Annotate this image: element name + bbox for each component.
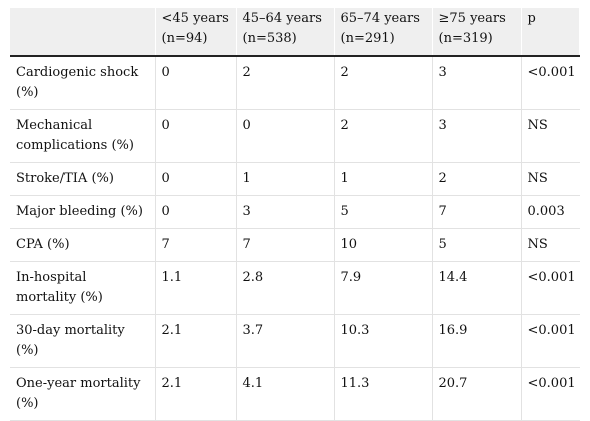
- cell-value: 3: [432, 56, 522, 110]
- table-row: Major bleeding (%) 0 3 5 7 0.003: [10, 195, 580, 229]
- cell-value: 2: [432, 162, 522, 196]
- cell-value: 16.9: [432, 314, 522, 368]
- cell-p-value: NS: [521, 109, 580, 163]
- cell-value: 0: [155, 162, 237, 196]
- cell-value: 11.3: [334, 367, 433, 421]
- cell-p-value: <0.001: [521, 261, 580, 315]
- cell-p-value: NS: [521, 162, 580, 196]
- table-row: Stroke/TIA (%) 0 1 1 2 NS: [10, 162, 580, 196]
- cell-value: 2: [236, 56, 335, 110]
- header-age-group: 45–64 years: [242, 11, 322, 26]
- table-row: CPA (%) 7 7 10 5 NS: [10, 228, 580, 262]
- header-cell-under-45: <45 years (n=94): [155, 8, 237, 57]
- cell-p-value: NS: [521, 228, 580, 262]
- cell-value: 3: [236, 195, 335, 229]
- header-sample-size: (n=319): [438, 31, 493, 46]
- cell-value: 7: [432, 195, 522, 229]
- cell-value: 2.1: [155, 314, 237, 368]
- cell-value: 1: [334, 162, 433, 196]
- table-row: In-hospital mortality (%) 1.1 2.8 7.9 14…: [10, 261, 580, 315]
- header-age-group: ≥75 years: [438, 11, 506, 26]
- row-label: CPA (%): [10, 228, 156, 262]
- row-label: 30-day mortality (%): [10, 314, 156, 368]
- cell-p-value: <0.001: [521, 367, 580, 421]
- cell-value: 10: [334, 228, 433, 262]
- cell-value: 14.4: [432, 261, 522, 315]
- cell-value: 2.1: [155, 367, 237, 421]
- cell-value: 0: [155, 109, 237, 163]
- cell-value: 5: [432, 228, 522, 262]
- cell-value: 10.3: [334, 314, 433, 368]
- cell-value: 3.7: [236, 314, 335, 368]
- cell-value: 1: [236, 162, 335, 196]
- table-row: Mechanical complications (%) 0 0 2 3 NS: [10, 109, 580, 163]
- cell-value: 2: [334, 56, 433, 110]
- header-sample-size: (n=538): [242, 31, 297, 46]
- cell-value: 2.8: [236, 261, 335, 315]
- header-age-group: 65–74 years: [340, 11, 420, 26]
- cell-p-value: 0.003: [521, 195, 580, 229]
- row-label: One-year mortality (%): [10, 367, 156, 421]
- header-cell-p-value: p: [521, 8, 580, 57]
- cell-value: 0: [155, 56, 237, 110]
- cell-value: 7: [155, 228, 237, 262]
- header-p-label: p: [527, 11, 536, 26]
- table-row: Cardiogenic shock (%) 0 2 2 3 <0.001: [10, 56, 580, 110]
- cell-value: 0: [155, 195, 237, 229]
- row-label: In-hospital mortality (%): [10, 261, 156, 315]
- header-cell-45-64: 45–64 years (n=538): [236, 8, 335, 57]
- header-cell-65-74: 65–74 years (n=291): [334, 8, 433, 57]
- header-sample-size: (n=94): [161, 31, 208, 46]
- row-label: Stroke/TIA (%): [10, 162, 156, 196]
- cell-value: 1.1: [155, 261, 237, 315]
- cell-value: 7: [236, 228, 335, 262]
- header-age-group: <45 years: [161, 11, 229, 26]
- cell-value: 2: [334, 109, 433, 163]
- cell-value: 20.7: [432, 367, 522, 421]
- cell-p-value: <0.001: [521, 314, 580, 368]
- row-label: Mechanical complications (%): [10, 109, 156, 163]
- header-cell-empty: [10, 8, 156, 57]
- row-label: Major bleeding (%): [10, 195, 156, 229]
- table-row: 30-day mortality (%) 2.1 3.7 10.3 16.9 <…: [10, 314, 580, 368]
- header-row: <45 years (n=94) 45–64 years (n=538) 65–…: [10, 8, 580, 57]
- cell-value: 0: [236, 109, 335, 163]
- header-sample-size: (n=291): [340, 31, 395, 46]
- outcomes-table: <45 years (n=94) 45–64 years (n=538) 65–…: [10, 8, 580, 421]
- cell-value: 3: [432, 109, 522, 163]
- cell-value: 7.9: [334, 261, 433, 315]
- cell-p-value: <0.001: [521, 56, 580, 110]
- cell-value: 5: [334, 195, 433, 229]
- header-cell-75-plus: ≥75 years (n=319): [432, 8, 522, 57]
- cell-value: 4.1: [236, 367, 335, 421]
- table-row: One-year mortality (%) 2.1 4.1 11.3 20.7…: [10, 367, 580, 421]
- row-label: Cardiogenic shock (%): [10, 56, 156, 110]
